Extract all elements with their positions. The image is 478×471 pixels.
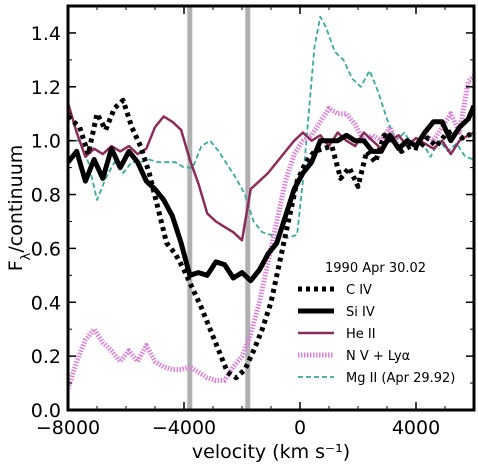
legend-label-3: He II	[346, 327, 376, 342]
y-tick-label-3: 0.4	[31, 292, 61, 314]
y-tick-label-5: 0.8	[31, 185, 61, 207]
y-axis-label-sub: λ	[19, 252, 34, 260]
legend-label-5: Mg II (Apr 29.92)	[346, 371, 455, 386]
y-axis-label: Fλ/continuum	[5, 145, 34, 272]
y-tick-label-4: 0.6	[31, 238, 61, 260]
x-tick-label-2: −4000	[152, 417, 216, 439]
x-tick-labels: −8000 −4000 0 4000	[36, 417, 440, 439]
axis-ticks	[67, 6, 475, 411]
x-axis-label: velocity (km s⁻¹)	[192, 441, 350, 463]
y-tick-label-7: 1.2	[31, 77, 61, 99]
legend-label-1: C IV	[346, 283, 372, 298]
y-tick-label-6: 1.0	[31, 131, 61, 153]
series-line-5	[68, 15, 474, 239]
y-tick-label-2: 0.2	[31, 346, 61, 368]
x-tick-label-1: −8000	[36, 417, 100, 439]
legend-label-4: N V + Lyα	[346, 349, 410, 364]
series-line-4	[68, 74, 474, 390]
series-line-2	[68, 104, 474, 284]
series-layer	[68, 15, 474, 390]
legend: 1990 Apr 30.02 C IV Si IV He II N V + Lyα Mg…	[298, 261, 455, 386]
y-axis-label-rest: /continuum	[5, 145, 27, 253]
y-tick-labels: 0.0 0.2 0.4 0.6 0.8 1.0 1.2 1.4	[31, 23, 61, 422]
y-tick-label-8: 1.4	[31, 23, 61, 45]
x-tick-label-3: 0	[294, 417, 306, 439]
reference-lines	[187, 6, 251, 410]
legend-label-2: Si IV	[346, 305, 375, 320]
x-tick-label-4: 4000	[392, 417, 440, 439]
legend-title: 1990 Apr 30.02	[325, 261, 426, 276]
y-tick-label-1: 0.0	[31, 400, 61, 422]
y-axis-label-main: F	[5, 260, 27, 271]
